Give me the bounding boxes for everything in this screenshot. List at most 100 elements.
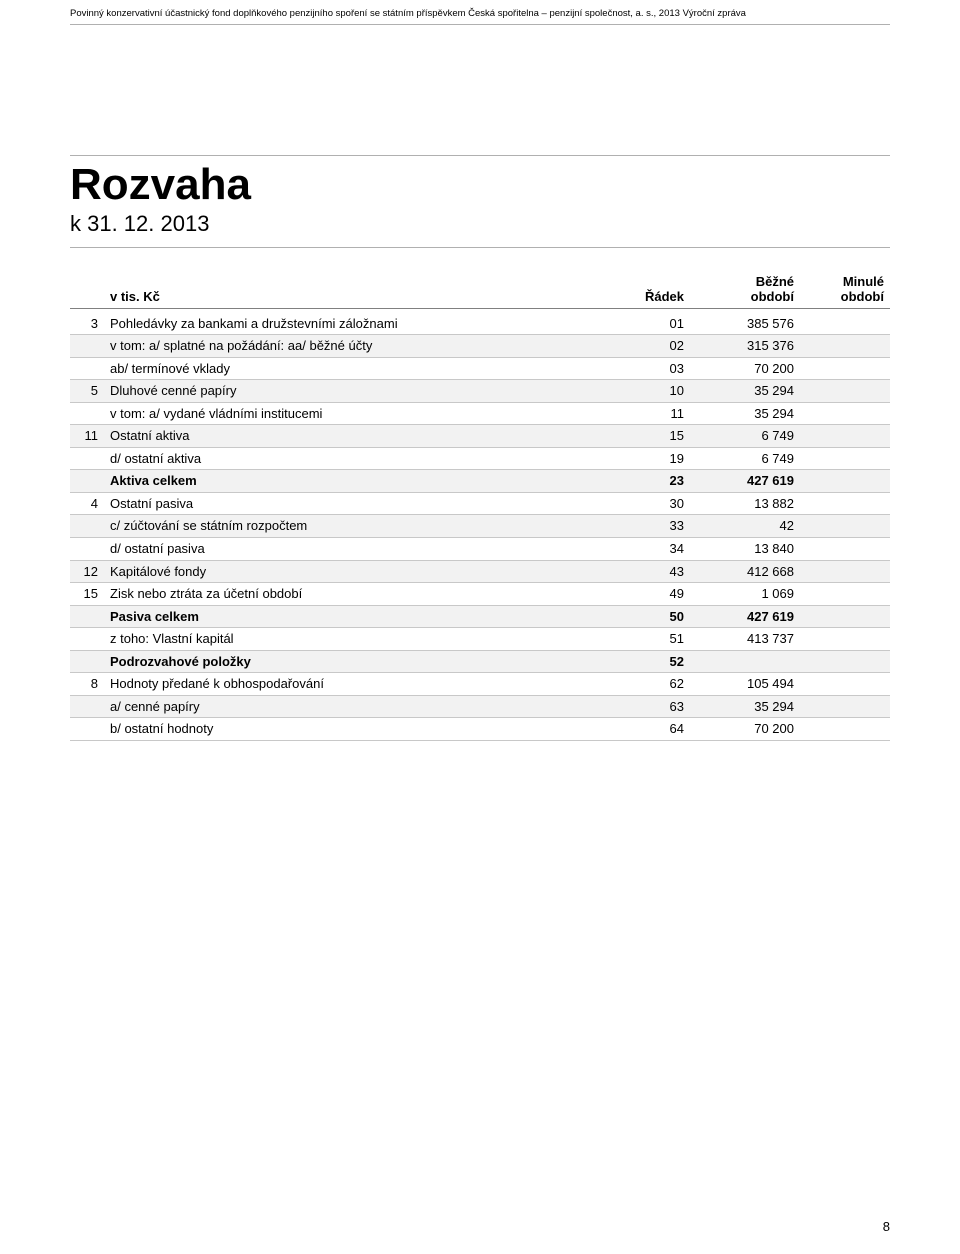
row-previous-period <box>800 583 890 606</box>
table-row: 3Pohledávky za bankami a družstevními zá… <box>70 313 890 335</box>
row-number: 12 <box>70 560 104 583</box>
row-previous-period <box>800 357 890 380</box>
row-description: Pohledávky za bankami a družstevními zál… <box>104 313 620 335</box>
row-number <box>70 402 104 425</box>
table-row: v tom: a/ splatné na požádání: aa/ běžné… <box>70 335 890 358</box>
col-radek: Řádek <box>620 270 690 308</box>
title-block: Rozvaha k 31. 12. 2013 <box>70 155 890 247</box>
table-row: 5Dluhové cenné papíry1035 294 <box>70 380 890 403</box>
row-description: Zisk nebo ztráta za účetní období <box>104 583 620 606</box>
row-number <box>70 718 104 741</box>
row-description: z toho: Vlastní kapitál <box>104 628 620 651</box>
row-number: 11 <box>70 425 104 448</box>
page: Povinný konzervativní účastnický fond do… <box>0 0 960 1254</box>
row-previous-period <box>800 718 890 741</box>
row-number: 3 <box>70 313 104 335</box>
row-line-no: 49 <box>620 583 690 606</box>
balance-table: 3Pohledávky za bankami a družstevními zá… <box>70 313 890 741</box>
row-number <box>70 650 104 673</box>
row-previous-period <box>800 515 890 538</box>
table-row: Aktiva celkem23427 619 <box>70 470 890 493</box>
row-previous-period <box>800 650 890 673</box>
table-header-row: v tis. Kč Řádek Běžné období Minulé obdo… <box>70 270 890 309</box>
row-line-no: 01 <box>620 313 690 335</box>
row-number <box>70 357 104 380</box>
row-current-period: 427 619 <box>690 470 800 493</box>
row-description: Ostatní aktiva <box>104 425 620 448</box>
row-line-no: 34 <box>620 538 690 561</box>
row-current-period: 105 494 <box>690 673 800 696</box>
row-line-no: 51 <box>620 628 690 651</box>
row-previous-period <box>800 560 890 583</box>
row-number <box>70 447 104 470</box>
table-row: c/ zúčtování se státním rozpočtem3342 <box>70 515 890 538</box>
row-current-period: 315 376 <box>690 335 800 358</box>
row-current-period: 13 840 <box>690 538 800 561</box>
unit-label: v tis. Kč <box>104 270 620 308</box>
row-number <box>70 538 104 561</box>
row-description: Pasiva celkem <box>104 605 620 628</box>
table-row: d/ ostatní pasiva3413 840 <box>70 538 890 561</box>
row-current-period: 412 668 <box>690 560 800 583</box>
col-bezne: Běžné období <box>690 270 800 308</box>
row-current-period: 427 619 <box>690 605 800 628</box>
row-current-period: 385 576 <box>690 313 800 335</box>
row-line-no: 02 <box>620 335 690 358</box>
row-description: Kapitálové fondy <box>104 560 620 583</box>
table-row: z toho: Vlastní kapitál51413 737 <box>70 628 890 651</box>
row-current-period: 13 882 <box>690 492 800 515</box>
row-current-period: 413 737 <box>690 628 800 651</box>
row-previous-period <box>800 335 890 358</box>
table-row: 12Kapitálové fondy43412 668 <box>70 560 890 583</box>
page-subtitle: k 31. 12. 2013 <box>70 211 890 237</box>
row-description: d/ ostatní pasiva <box>104 538 620 561</box>
row-description: v tom: a/ splatné na požádání: aa/ běžné… <box>104 335 620 358</box>
row-number: 8 <box>70 673 104 696</box>
col-minule-1: Minulé <box>843 274 884 289</box>
row-line-no: 03 <box>620 357 690 380</box>
row-description: Ostatní pasiva <box>104 492 620 515</box>
row-line-no: 50 <box>620 605 690 628</box>
row-line-no: 62 <box>620 673 690 696</box>
row-previous-period <box>800 447 890 470</box>
row-line-no: 33 <box>620 515 690 538</box>
table-row: 11Ostatní aktiva156 749 <box>70 425 890 448</box>
row-current-period: 35 294 <box>690 380 800 403</box>
row-number: 5 <box>70 380 104 403</box>
row-line-no: 63 <box>620 695 690 718</box>
row-previous-period <box>800 605 890 628</box>
row-description: c/ zúčtování se státním rozpočtem <box>104 515 620 538</box>
row-description: v tom: a/ vydané vládními institucemi <box>104 402 620 425</box>
row-previous-period <box>800 492 890 515</box>
row-previous-period <box>800 380 890 403</box>
row-current-period: 42 <box>690 515 800 538</box>
row-current-period: 70 200 <box>690 357 800 380</box>
row-description: Hodnoty předané k obhospodařování <box>104 673 620 696</box>
row-line-no: 43 <box>620 560 690 583</box>
row-description: Podrozvahové položky <box>104 650 620 673</box>
table-row: 15Zisk nebo ztráta za účetní období491 0… <box>70 583 890 606</box>
row-description: ab/ termínové vklady <box>104 357 620 380</box>
col-bezne-2: období <box>751 289 794 304</box>
table-row: ab/ termínové vklady0370 200 <box>70 357 890 380</box>
row-line-no: 23 <box>620 470 690 493</box>
table-row: a/ cenné papíry6335 294 <box>70 695 890 718</box>
row-previous-period <box>800 538 890 561</box>
col-bezne-1: Běžné <box>756 274 794 289</box>
row-number <box>70 470 104 493</box>
header-rule <box>70 24 890 25</box>
row-number <box>70 515 104 538</box>
row-previous-period <box>800 470 890 493</box>
row-number <box>70 605 104 628</box>
row-number: 15 <box>70 583 104 606</box>
row-line-no: 15 <box>620 425 690 448</box>
page-number: 8 <box>883 1219 890 1234</box>
row-previous-period <box>800 402 890 425</box>
table-row: d/ ostatní aktiva196 749 <box>70 447 890 470</box>
row-current-period: 35 294 <box>690 402 800 425</box>
row-current-period <box>690 650 800 673</box>
table-row: Pasiva celkem50427 619 <box>70 605 890 628</box>
row-current-period: 6 749 <box>690 425 800 448</box>
table-row: 8Hodnoty předané k obhospodařování62105 … <box>70 673 890 696</box>
row-number: 4 <box>70 492 104 515</box>
